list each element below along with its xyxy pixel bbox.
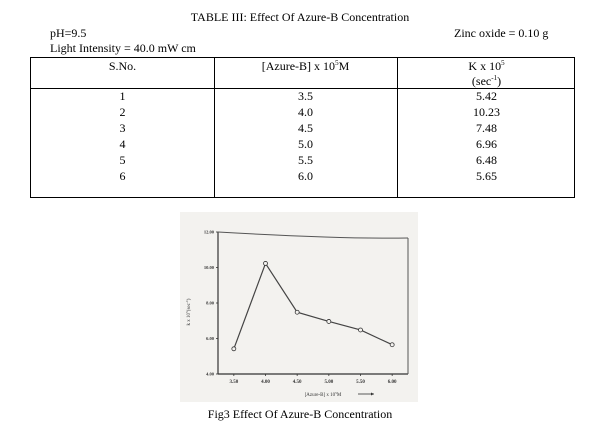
cell-sno: 2	[119, 105, 126, 119]
series-line	[233, 262, 393, 350]
table-divider	[397, 58, 398, 197]
cell-rate-constant: 7.48	[476, 121, 497, 135]
x-axis-label: [Azure-B] x 105M	[305, 391, 342, 398]
cell-rate-constant: 5.65	[476, 169, 497, 183]
data-point	[263, 261, 268, 266]
cell-concentration: 4.0	[298, 105, 313, 119]
x-tick-label: 3.50	[229, 380, 238, 385]
table-title: TABLE III: Effect Of Azure-B Concentrati…	[190, 10, 410, 24]
x-tick-label: 4.50	[293, 380, 302, 385]
x-tick-label: 5.00	[324, 380, 333, 385]
cell-concentration: 5.5	[298, 153, 313, 167]
zinc-oxide-label: Zinc oxide = 0.10 g	[454, 26, 549, 40]
data-point	[358, 327, 363, 333]
data-table: S.No. [Azure-B] x 105M K x 105 (sec-1) 1…	[30, 57, 575, 198]
cell-sno: 1	[119, 89, 126, 103]
cell-concentration: 4.5	[298, 121, 313, 135]
data-point	[326, 319, 332, 324]
cell-concentration: 3.5	[298, 89, 313, 103]
y-tick-label: 4.00	[206, 372, 215, 377]
cell-sno: 3	[119, 121, 126, 135]
header-sno: S.No.	[108, 59, 137, 73]
cell-sno: 4	[119, 137, 126, 151]
data-point	[389, 342, 395, 348]
header-concentration: [Azure-B] x 105M	[261, 59, 350, 73]
figure-panel: 3.50 4.00 4.50 5.00 5.50 6.00 4.00 6.00 8.00 10.…	[180, 212, 418, 402]
header-rate-constant: K x 105	[468, 59, 505, 73]
y-axis-label: k x 105(sec-1)	[185, 298, 192, 325]
x-tick-label: 4.00	[261, 380, 270, 385]
x-tick-label: 5.50	[356, 380, 365, 385]
y-tick-label: 6.00	[206, 336, 215, 341]
table-divider	[214, 58, 215, 197]
y-tick-label: 10.00	[204, 265, 215, 270]
cell-concentration: 5.0	[298, 137, 313, 151]
cell-rate-constant: 10.23	[473, 105, 500, 119]
cell-sno: 5	[119, 153, 126, 167]
rate-vs-concentration-chart: 3.50 4.00 4.50 5.00 5.50 6.00 4.00 6.00 8.00 10.…	[185, 230, 409, 398]
figure-caption: Fig3 Effect Of Azure-B Concentration	[207, 407, 393, 421]
cell-rate-constant: 6.48	[476, 153, 497, 167]
y-tick-label: 12.00	[204, 230, 215, 235]
y-tick-label: 8.00	[206, 301, 215, 306]
cell-sno: 6	[119, 169, 126, 183]
cell-rate-constant: 5.42	[476, 89, 497, 103]
table-header-rule	[31, 88, 574, 89]
cell-concentration: 6.0	[298, 169, 313, 183]
cell-rate-constant: 6.96	[476, 137, 497, 151]
x-tick-label: 6.00	[388, 380, 397, 385]
header-rate-unit: (sec-1)	[471, 74, 502, 88]
top-frame	[217, 231, 409, 239]
data-point	[231, 346, 237, 352]
x-axis-arrowhead	[371, 392, 374, 396]
light-intensity-label: Light Intensity = 40.0 mW cm	[50, 41, 196, 55]
data-point	[294, 309, 300, 315]
ph-label: pH=9.5	[50, 26, 87, 40]
